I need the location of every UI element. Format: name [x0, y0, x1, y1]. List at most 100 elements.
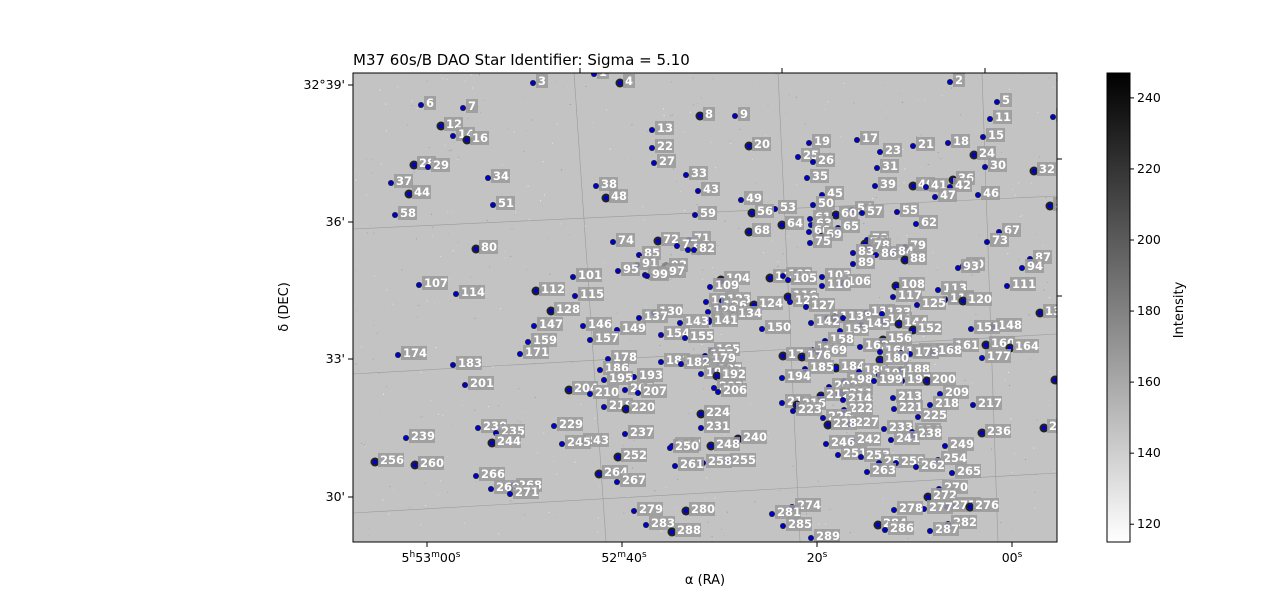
star-label: 112 [541, 282, 565, 296]
star-label: 231 [706, 419, 730, 433]
star-label: 217 [978, 396, 1002, 410]
star-label: 8 [705, 107, 713, 121]
star-label: 228 [833, 416, 857, 430]
star-label: 244 [497, 434, 521, 448]
star-marker [877, 149, 883, 155]
star-label-background [816, 153, 835, 167]
star-label: 265 [957, 464, 981, 478]
star-label-background [394, 174, 413, 188]
star-label-background [961, 259, 980, 273]
star-label-background [565, 435, 591, 449]
star-marker [894, 209, 900, 215]
star-label: 288 [677, 523, 701, 537]
star-label-background [847, 401, 873, 415]
star-marker [913, 221, 919, 227]
star-marker [927, 402, 933, 408]
star-label-background [814, 314, 840, 328]
star-label: 221 [899, 400, 923, 414]
star-marker [395, 352, 401, 358]
star-label-background [479, 240, 498, 254]
star-label: 245 [567, 435, 591, 449]
star-marker [698, 425, 704, 431]
star-label-background [738, 107, 750, 121]
star-label-background [424, 96, 436, 110]
star-label-background [916, 137, 935, 151]
star-label: 282 [953, 515, 977, 529]
star-label: 17 [862, 131, 878, 145]
star-label: 223 [798, 402, 822, 416]
star-marker [711, 385, 717, 391]
star-label: 47 [940, 188, 956, 202]
star-label: 260 [420, 456, 444, 470]
star-label-background [974, 320, 1000, 334]
star-marker [672, 463, 678, 469]
star-marker [597, 367, 603, 373]
star-marker [1052, 377, 1057, 383]
star-marker [833, 365, 839, 371]
star-label-background [916, 426, 942, 440]
star-label-background [841, 219, 860, 233]
star-label: 242 [857, 432, 881, 446]
star-label: 89 [858, 255, 874, 269]
x-tick-label: 20s [807, 550, 828, 565]
star-marker [708, 443, 714, 449]
star-label-background [621, 262, 640, 276]
star-marker [779, 375, 785, 381]
star-label-background [741, 430, 767, 444]
star-label-background [894, 431, 920, 445]
star-label-background [948, 437, 974, 451]
star-label-background [985, 424, 1011, 438]
star-marker [780, 523, 786, 529]
star-label-background [620, 321, 646, 335]
star-label: 11 [995, 110, 1011, 124]
star-label-background [706, 454, 732, 468]
star-marker [780, 273, 786, 279]
colorbar-tick-label: 120 [1137, 516, 1161, 531]
star-marker [808, 535, 814, 541]
star-label: 27 [659, 154, 675, 168]
star-marker [658, 359, 664, 365]
star-marker [937, 391, 943, 397]
star-label: 204 [574, 381, 598, 395]
star-marker [810, 202, 816, 208]
star-label-background [933, 396, 959, 410]
star-label: 25 [803, 148, 819, 162]
star-label: 99 [652, 267, 668, 281]
star-label-background [996, 318, 1022, 332]
star-label: 224 [706, 405, 730, 419]
star-marker [450, 362, 456, 368]
star-label-background [704, 419, 730, 433]
star-label-background [900, 203, 919, 217]
star-label-background [657, 154, 676, 168]
star-label-background [736, 306, 762, 320]
star-label-background [775, 505, 801, 519]
star-marker [738, 197, 744, 203]
star-label-background [1037, 162, 1056, 176]
star-marker [807, 240, 813, 246]
star-label-background [1013, 339, 1039, 353]
star-marker [438, 123, 444, 129]
star-label-background [713, 278, 739, 292]
star-marker [924, 378, 930, 384]
star-label: 93 [963, 259, 979, 273]
star-label-background [557, 417, 583, 431]
chart-title: M37 60s/B DAO Star Identifier: Sigma = 5… [353, 51, 690, 69]
star-label-background [810, 169, 829, 183]
star-marker [473, 246, 479, 252]
star-label: 185 [810, 360, 834, 374]
star-marker [877, 349, 883, 355]
star-marker [896, 321, 902, 327]
star-label-background [913, 345, 939, 359]
star-label: 285 [788, 517, 812, 531]
star-label: 279 [639, 502, 663, 516]
star-label: 256 [380, 453, 404, 467]
star-label: 237 [630, 425, 654, 439]
star-label-background [689, 502, 715, 516]
x-axis-label: α (RA) [685, 573, 725, 588]
star-marker [572, 293, 578, 299]
star-label: 241 [896, 431, 920, 445]
star-marker [644, 273, 650, 279]
star-label-background [809, 298, 835, 312]
star-label-background [796, 402, 822, 416]
star-marker [631, 508, 637, 514]
